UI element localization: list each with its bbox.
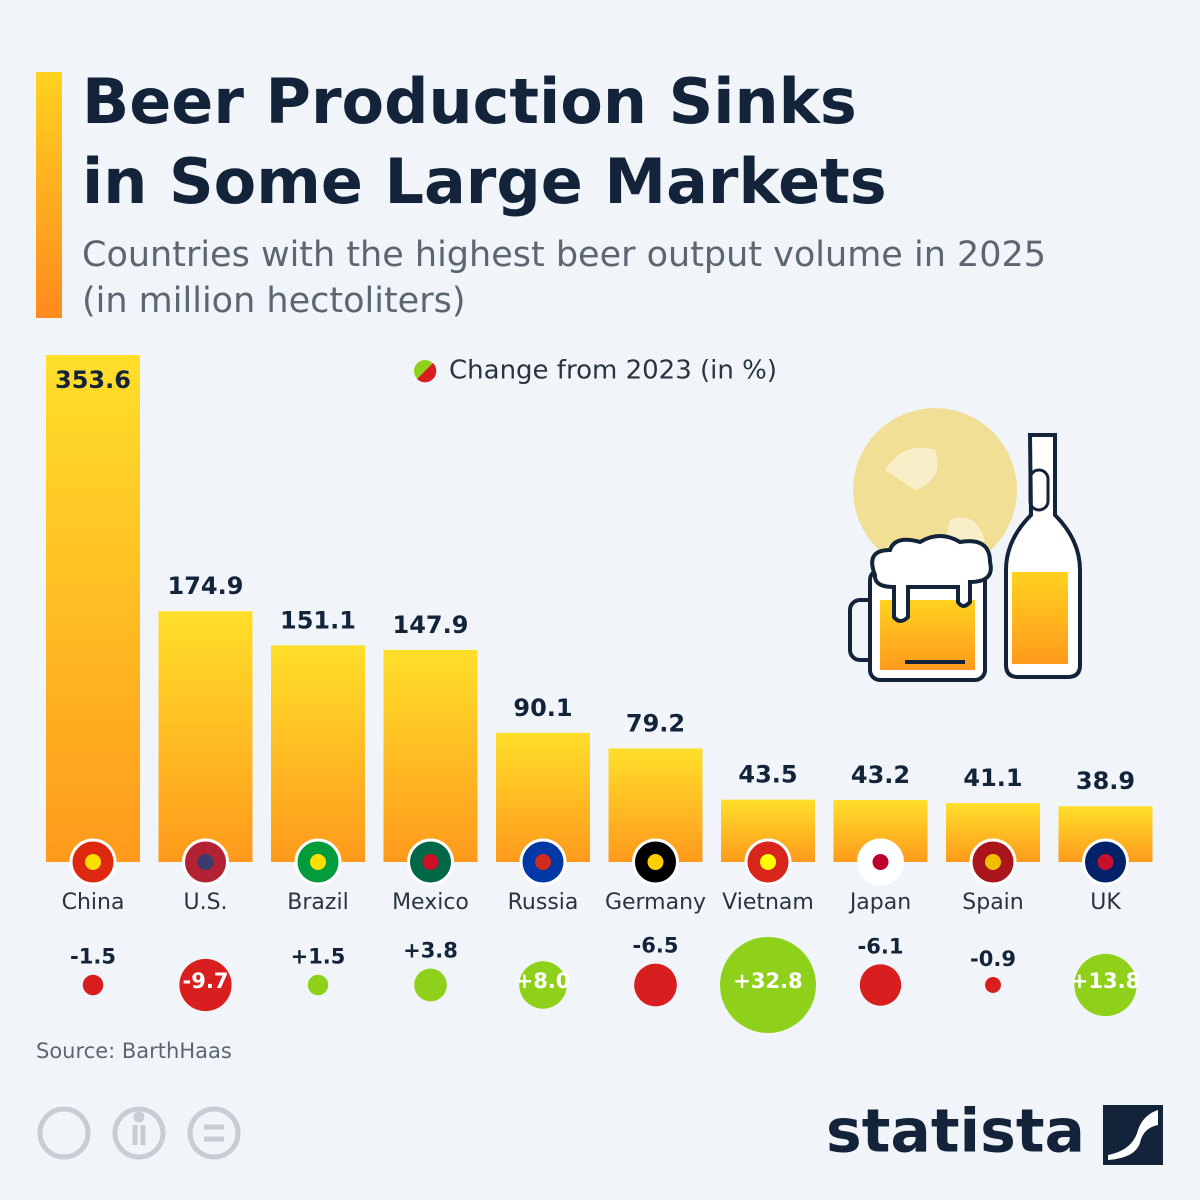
change-label: +32.8 [733,969,802,993]
change-label: -0.9 [970,947,1016,971]
x-tick-label: Mexico [392,890,469,915]
x-tick-label: Brazil [287,890,348,915]
change-bubble [519,961,567,1009]
brand-logo [1103,1105,1163,1165]
flag-detail [760,854,776,870]
change-label: +13.8 [1071,969,1140,993]
chart-title: Beer Production Sinks in Some Large Mark… [82,65,887,218]
change-bubble [1074,953,1137,1017]
x-tick-label: Russia [508,890,579,915]
legend-swatch [417,363,437,383]
change-label: -6.1 [858,934,904,958]
license-icons [37,1106,241,1160]
value-label: 147.9 [393,611,469,639]
illustration [848,408,1082,682]
value-label: 151.1 [280,606,356,634]
value-label: 90.1 [513,694,572,722]
value-label: 79.2 [626,709,685,737]
bar [158,611,253,862]
change-bubble [82,974,104,996]
chart-subtitle: Countries with the highest beer output v… [82,235,1047,321]
x-tick-label: U.S. [183,890,227,915]
flag-detail [985,854,1001,870]
value-label: 43.2 [851,761,910,789]
change-label: +1.5 [291,945,346,969]
change-bubble [720,937,816,1033]
flag-detail [422,854,439,870]
bar [46,355,140,862]
x-tick-label: Germany [605,890,706,915]
flag-detail [647,854,664,870]
flag-detail [535,854,551,870]
value-label: 43.5 [738,761,797,789]
change-bubble [307,974,329,996]
bar [271,645,365,862]
change-label: -6.5 [633,934,679,958]
bar [383,649,478,862]
flag-detail [872,854,889,870]
x-tick-label: China [62,890,125,915]
brand: statista [826,1097,1085,1167]
x-tick-label: Spain [962,890,1023,915]
flag-detail [197,854,214,870]
accent-strip [36,72,62,318]
x-tick-label: UK [1090,890,1121,915]
value-label: 174.9 [168,572,244,600]
flag-detail [1097,854,1114,870]
change-bubble [634,963,677,1007]
change-bubble [414,968,447,1002]
change-bubble [985,977,1001,993]
value-label: 353.6 [55,366,131,394]
change-label: -1.5 [70,945,116,969]
change-label: +8.0 [516,969,571,993]
change-bubble [179,958,232,1012]
legend-label: Change from 2023 (in %) [449,356,777,386]
value-label: 41.1 [963,764,1022,792]
value-label: 38.9 [1076,767,1135,795]
change-label: +3.8 [403,939,458,963]
x-tick-label: Japan [848,890,911,915]
change-label: -9.7 [183,969,229,993]
change-bubble [859,964,902,1006]
x-tick-label: Vietnam [722,890,814,915]
flag-detail [310,854,326,870]
flag-detail [85,854,101,870]
source: Source: BarthHaas [36,1039,232,1063]
legend: Change from 2023 (in %) [414,356,777,386]
